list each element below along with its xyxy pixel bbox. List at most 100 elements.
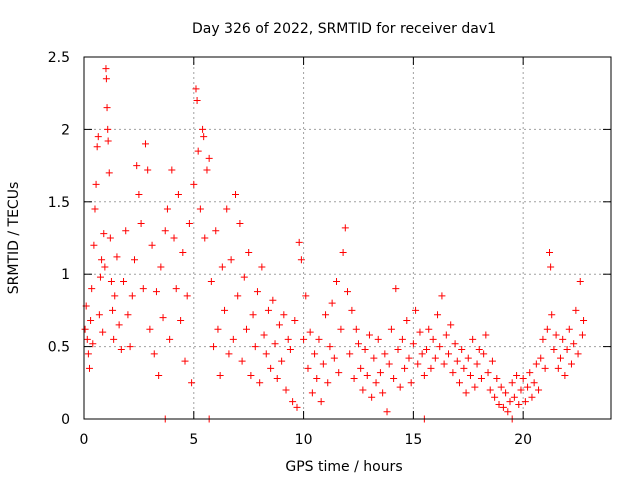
data-point	[482, 331, 490, 339]
data-point	[352, 325, 360, 333]
data-point	[570, 340, 578, 348]
data-point	[193, 96, 201, 104]
data-point	[166, 335, 174, 343]
data-point	[475, 345, 483, 353]
data-point	[223, 205, 231, 213]
data-point	[431, 354, 439, 362]
data-point	[429, 335, 437, 343]
data-point	[286, 345, 294, 353]
data-point	[526, 369, 534, 377]
data-point	[212, 227, 220, 235]
data-point	[225, 350, 233, 358]
data-point	[155, 372, 163, 380]
data-point	[451, 340, 459, 348]
data-point	[273, 374, 281, 382]
data-point	[185, 220, 193, 228]
data-point	[128, 292, 136, 300]
data-point	[383, 408, 391, 416]
x-tick-label: 5	[189, 432, 198, 448]
data-point	[161, 227, 169, 235]
data-point	[199, 125, 207, 133]
data-point	[567, 360, 575, 368]
data-point	[89, 340, 97, 348]
data-point	[152, 288, 160, 296]
data-point	[455, 379, 463, 387]
data-point	[271, 340, 279, 348]
data-point	[104, 137, 112, 145]
data-point	[438, 292, 446, 300]
data-point	[484, 369, 492, 377]
data-point	[330, 354, 338, 362]
data-point	[350, 374, 358, 382]
data-point	[106, 234, 114, 242]
x-axis-label: GPS time / hours	[285, 459, 402, 475]
data-point	[245, 248, 253, 256]
data-point	[102, 65, 110, 73]
data-point	[253, 288, 261, 296]
data-point	[262, 350, 270, 358]
data-point	[401, 364, 409, 372]
y-tick-label: 0	[61, 412, 70, 428]
data-point	[335, 369, 343, 377]
data-point	[249, 311, 257, 319]
data-point	[131, 256, 139, 264]
data-point	[83, 335, 91, 343]
data-point	[346, 350, 354, 358]
data-point	[547, 263, 555, 271]
data-point	[111, 292, 119, 300]
data-point	[502, 389, 510, 397]
data-point	[120, 277, 128, 285]
grid-lines	[84, 57, 611, 419]
data-point	[480, 350, 488, 358]
data-point	[445, 350, 453, 358]
data-point	[96, 273, 104, 281]
data-point	[359, 386, 367, 394]
data-point	[550, 345, 558, 353]
data-point	[284, 335, 292, 343]
plot-frame	[83, 56, 612, 420]
data-point	[203, 166, 211, 174]
data-point	[98, 256, 106, 264]
data-point	[398, 335, 406, 343]
data-point	[423, 345, 431, 353]
data-point	[578, 331, 586, 339]
data-point	[194, 147, 202, 155]
data-point	[251, 343, 259, 351]
data-point	[256, 379, 264, 387]
data-point	[150, 350, 158, 358]
data-point	[365, 331, 373, 339]
data-point	[370, 354, 378, 362]
x-tick-label: 15	[404, 432, 422, 448]
data-point	[289, 398, 297, 406]
data-point	[100, 230, 108, 238]
data-point	[278, 357, 286, 365]
data-point	[190, 180, 198, 188]
data-point	[122, 227, 130, 235]
data-point	[354, 340, 362, 348]
data-point	[291, 317, 299, 325]
data-point	[453, 357, 461, 365]
data-point	[546, 248, 554, 256]
y-tick-label: 1.5	[48, 195, 70, 211]
data-point	[405, 354, 413, 362]
data-point	[205, 154, 213, 162]
data-point	[247, 372, 255, 380]
data-point	[179, 248, 187, 256]
data-point	[238, 357, 246, 365]
data-point	[491, 393, 499, 401]
data-point	[427, 364, 435, 372]
data-point	[304, 364, 312, 372]
data-point	[416, 328, 424, 336]
data-point	[495, 401, 503, 409]
data-point	[471, 383, 479, 391]
data-point	[117, 345, 125, 353]
data-point	[333, 277, 341, 285]
data-point	[102, 75, 110, 83]
data-point	[574, 350, 582, 358]
data-point	[379, 389, 387, 397]
data-point	[234, 292, 242, 300]
data-point	[146, 325, 154, 333]
data-point	[258, 263, 266, 271]
data-point	[493, 374, 501, 382]
